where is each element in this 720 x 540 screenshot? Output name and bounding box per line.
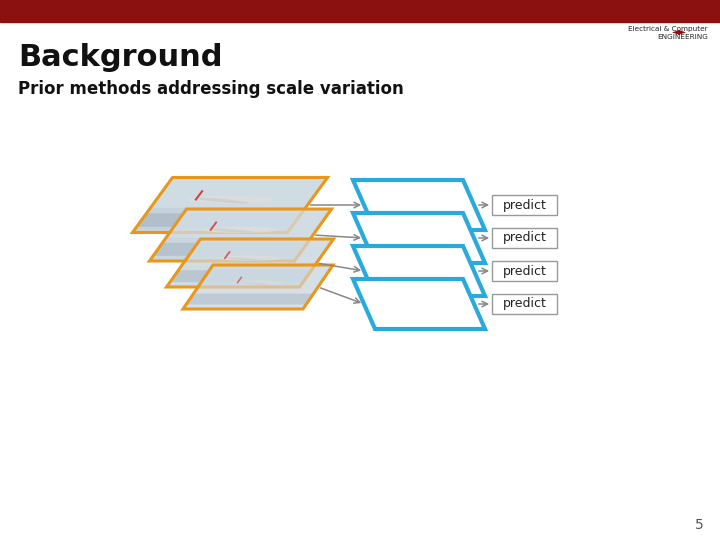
- Text: Electrical & Computer
ENGINEERING: Electrical & Computer ENGINEERING: [629, 26, 708, 40]
- Polygon shape: [353, 213, 485, 263]
- FancyBboxPatch shape: [492, 294, 557, 314]
- Text: ◄►: ◄►: [672, 26, 687, 36]
- Ellipse shape: [187, 196, 273, 203]
- Text: predict: predict: [503, 199, 546, 212]
- Polygon shape: [170, 270, 311, 282]
- Text: 5: 5: [696, 518, 704, 532]
- Polygon shape: [183, 265, 333, 309]
- Bar: [0, 0, 720, 22]
- Text: Prior methods addressing scale variation: Prior methods addressing scale variation: [18, 80, 404, 98]
- Text: predict: predict: [503, 232, 546, 245]
- FancyBboxPatch shape: [492, 195, 557, 215]
- Polygon shape: [353, 279, 485, 329]
- Polygon shape: [353, 180, 485, 230]
- Polygon shape: [150, 178, 328, 208]
- Polygon shape: [181, 239, 333, 265]
- Ellipse shape: [225, 257, 264, 261]
- Ellipse shape: [237, 282, 269, 285]
- Polygon shape: [166, 239, 333, 287]
- Polygon shape: [153, 243, 307, 256]
- Ellipse shape: [210, 228, 257, 233]
- Polygon shape: [353, 246, 485, 296]
- Polygon shape: [150, 209, 331, 261]
- Ellipse shape: [195, 198, 249, 204]
- Polygon shape: [186, 294, 313, 305]
- Ellipse shape: [233, 280, 284, 285]
- Text: predict: predict: [503, 298, 546, 310]
- Ellipse shape: [219, 255, 282, 261]
- FancyBboxPatch shape: [492, 228, 557, 248]
- Text: predict: predict: [503, 265, 546, 278]
- Polygon shape: [166, 209, 331, 238]
- Polygon shape: [132, 178, 328, 233]
- Text: Background: Background: [18, 43, 222, 72]
- FancyBboxPatch shape: [492, 261, 557, 281]
- Ellipse shape: [203, 227, 278, 233]
- Polygon shape: [197, 265, 333, 289]
- Polygon shape: [137, 213, 302, 227]
